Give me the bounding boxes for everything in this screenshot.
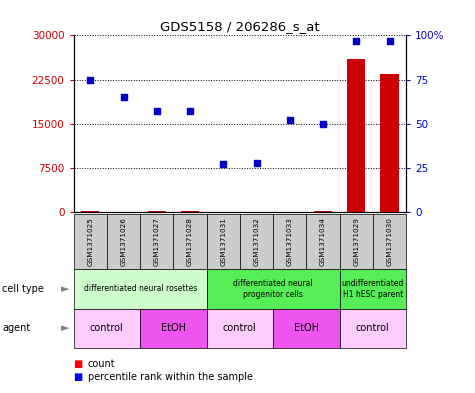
Bar xyxy=(347,59,365,212)
Text: cell type: cell type xyxy=(2,284,44,294)
Text: GSM1371028: GSM1371028 xyxy=(187,217,193,266)
Bar xyxy=(148,211,166,212)
Point xyxy=(352,37,360,44)
Text: ■: ■ xyxy=(74,372,83,382)
Text: undifferentiated
H1 hESC parent: undifferentiated H1 hESC parent xyxy=(342,279,404,299)
Bar xyxy=(181,211,199,212)
Text: differentiated neural rosettes: differentiated neural rosettes xyxy=(84,285,197,293)
Text: control: control xyxy=(356,323,390,333)
Point xyxy=(186,108,194,115)
Bar xyxy=(281,211,299,212)
Point xyxy=(120,94,127,100)
Text: count: count xyxy=(88,358,115,369)
Point xyxy=(286,117,294,123)
Text: differentiated neural
progenitor cells: differentiated neural progenitor cells xyxy=(233,279,313,299)
Text: ■: ■ xyxy=(74,358,83,369)
Point xyxy=(253,160,260,166)
Text: ►: ► xyxy=(61,323,70,333)
Point xyxy=(153,108,161,115)
Text: GSM1371030: GSM1371030 xyxy=(387,217,392,266)
Text: GSM1371026: GSM1371026 xyxy=(121,217,126,266)
Text: control: control xyxy=(90,323,124,333)
Bar xyxy=(314,211,332,212)
Text: control: control xyxy=(223,323,257,333)
Text: GSM1371031: GSM1371031 xyxy=(220,217,226,266)
Text: EtOH: EtOH xyxy=(294,323,319,333)
Bar xyxy=(380,73,399,212)
Point xyxy=(319,121,327,127)
Text: percentile rank within the sample: percentile rank within the sample xyxy=(88,372,253,382)
Text: agent: agent xyxy=(2,323,30,333)
Text: GSM1371025: GSM1371025 xyxy=(87,217,93,266)
Text: GSM1371032: GSM1371032 xyxy=(254,217,259,266)
Text: GSM1371033: GSM1371033 xyxy=(287,217,293,266)
Title: GDS5158 / 206286_s_at: GDS5158 / 206286_s_at xyxy=(160,20,320,33)
Point xyxy=(386,37,393,44)
Point xyxy=(86,76,94,83)
Bar xyxy=(81,211,99,212)
Text: GSM1371029: GSM1371029 xyxy=(353,217,359,266)
Bar xyxy=(214,211,232,212)
Point xyxy=(219,161,227,167)
Text: ►: ► xyxy=(61,284,70,294)
Bar xyxy=(114,211,133,212)
Text: GSM1371027: GSM1371027 xyxy=(154,217,160,266)
Text: GSM1371034: GSM1371034 xyxy=(320,217,326,266)
Bar xyxy=(247,211,266,212)
Text: EtOH: EtOH xyxy=(161,323,186,333)
